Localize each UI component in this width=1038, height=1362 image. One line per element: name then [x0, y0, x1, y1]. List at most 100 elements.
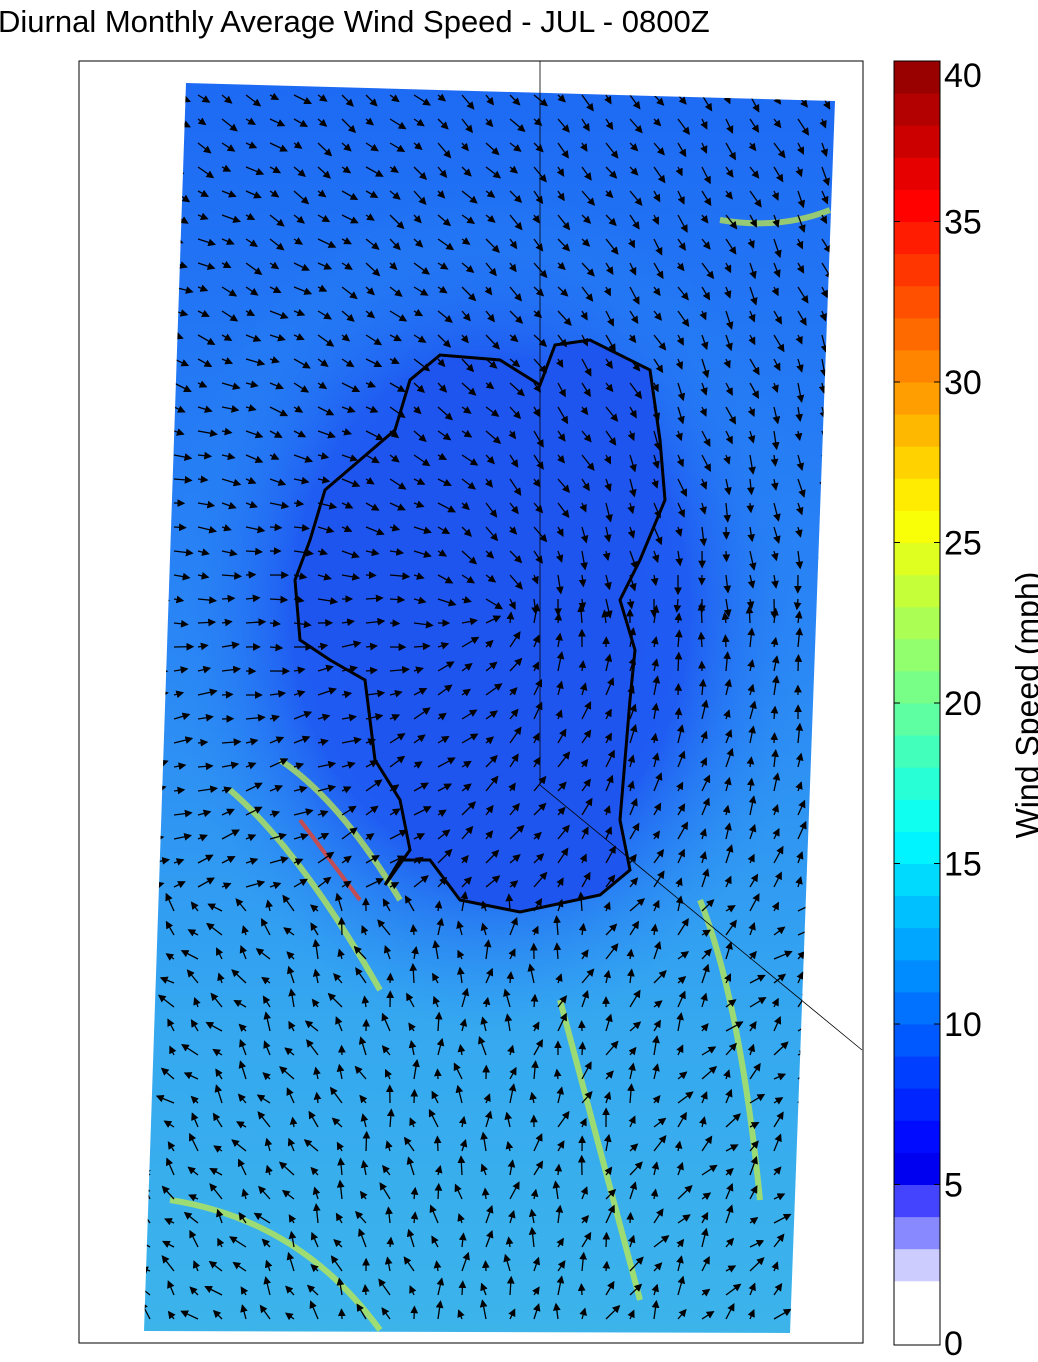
wind-arrow — [485, 550, 495, 559]
wind-arrow — [604, 94, 612, 105]
wind-arrow — [699, 310, 707, 321]
wind-arrow — [413, 238, 424, 248]
wind-arrow — [676, 454, 684, 468]
wind-arrow — [461, 190, 478, 204]
wind-arrow — [269, 238, 285, 251]
wind-arrow — [365, 213, 375, 221]
wind-arrow — [581, 238, 591, 247]
wind-arrow — [532, 603, 541, 624]
wind-arrow — [677, 310, 690, 328]
wind-arrow — [197, 618, 217, 627]
wind-arrow — [533, 142, 544, 153]
wind-arrow — [197, 738, 209, 747]
wind-arrow — [579, 682, 588, 696]
colorbar-level — [894, 253, 940, 287]
wind-arrow — [748, 334, 756, 346]
wind-arrow — [653, 94, 665, 106]
wind-arrow — [771, 574, 779, 589]
wind-arrow — [173, 595, 185, 604]
wind-arrow — [461, 454, 479, 466]
wind-arrow — [557, 478, 570, 493]
wind-arrow — [629, 94, 641, 110]
wind-arrow — [221, 142, 236, 152]
wind-arrow — [293, 237, 303, 245]
wind-arrow — [724, 729, 733, 744]
wind-arrow — [602, 1231, 611, 1248]
wind-arrow — [673, 598, 682, 613]
wind-arrow — [626, 598, 635, 610]
wind-arrow — [533, 550, 543, 564]
wind-arrow — [365, 310, 376, 319]
wind-arrow — [557, 847, 569, 864]
wind-arrow — [554, 1163, 563, 1176]
wind-arrow — [557, 286, 569, 297]
wind-arrow — [604, 653, 613, 672]
wind-arrow — [317, 687, 337, 696]
colorbar: 0 5 10 15 20 25 30 35 40 — [893, 57, 982, 1362]
wind-arrow — [437, 285, 448, 294]
wind-arrow — [317, 238, 337, 248]
wind-arrow — [197, 238, 217, 247]
wind-arrow — [532, 406, 541, 418]
wind-arrow — [269, 595, 289, 604]
wind-arrow — [245, 308, 256, 316]
wind-arrow — [221, 882, 232, 890]
wind-arrow — [269, 810, 281, 818]
wind-arrow — [724, 776, 732, 792]
wind-arrow — [365, 94, 378, 107]
wind-arrow — [772, 827, 780, 840]
wind-arrow — [197, 189, 209, 197]
wind-arrow — [604, 478, 612, 492]
wind-arrow — [197, 405, 213, 413]
wind-arrow — [221, 357, 234, 365]
wind-arrow — [701, 868, 710, 888]
wind-arrow — [820, 334, 829, 354]
wind-arrow — [627, 238, 635, 249]
colorbar-level — [894, 1216, 940, 1250]
wind-arrow — [797, 118, 810, 136]
wind-arrow — [629, 382, 643, 400]
wind-arrow — [675, 430, 683, 442]
wind-arrow — [389, 286, 403, 297]
colorbar-level — [894, 863, 940, 897]
colorbar-level — [894, 1248, 940, 1282]
wind-arrow — [557, 190, 565, 202]
wind-arrow — [173, 382, 192, 392]
wind-arrow — [773, 238, 782, 259]
wind-arrow — [605, 774, 614, 792]
wind-arrow — [245, 547, 263, 556]
wind-arrow — [341, 855, 352, 864]
wind-arrow — [485, 310, 496, 323]
wind-arrow — [699, 757, 707, 768]
wind-arrow — [533, 853, 545, 864]
wind-arrow — [724, 875, 732, 888]
wind-arrow — [404, 895, 415, 912]
wind-arrow — [533, 382, 541, 393]
wind-arrow — [605, 334, 616, 352]
colorbar-level — [894, 1312, 940, 1346]
wind-arrow — [773, 262, 781, 278]
wind-arrow — [699, 828, 707, 840]
wind-arrow — [557, 214, 571, 231]
wind-arrow — [317, 94, 328, 102]
wind-arrow — [770, 478, 779, 491]
wind-arrow — [293, 523, 310, 532]
wind-arrows — [144, 92, 835, 1321]
wind-arrow — [173, 690, 185, 699]
wind-arrow — [245, 380, 259, 389]
wind-arrow — [317, 452, 330, 460]
wind-arrow — [725, 382, 733, 396]
wind-arrow — [796, 358, 804, 373]
colorbar-level — [894, 638, 940, 672]
wind-arrow — [604, 732, 612, 744]
wind-arrow — [245, 782, 263, 792]
wind-arrow — [509, 687, 518, 696]
wind-arrow — [581, 166, 592, 181]
wind-arrow — [605, 118, 614, 131]
wind-arrow — [389, 214, 405, 230]
wind-arrow — [269, 430, 283, 438]
wind-arrow — [749, 262, 757, 280]
wind-arrow — [700, 730, 708, 744]
wind-arrow — [605, 382, 614, 393]
wind-arrow — [389, 454, 400, 463]
